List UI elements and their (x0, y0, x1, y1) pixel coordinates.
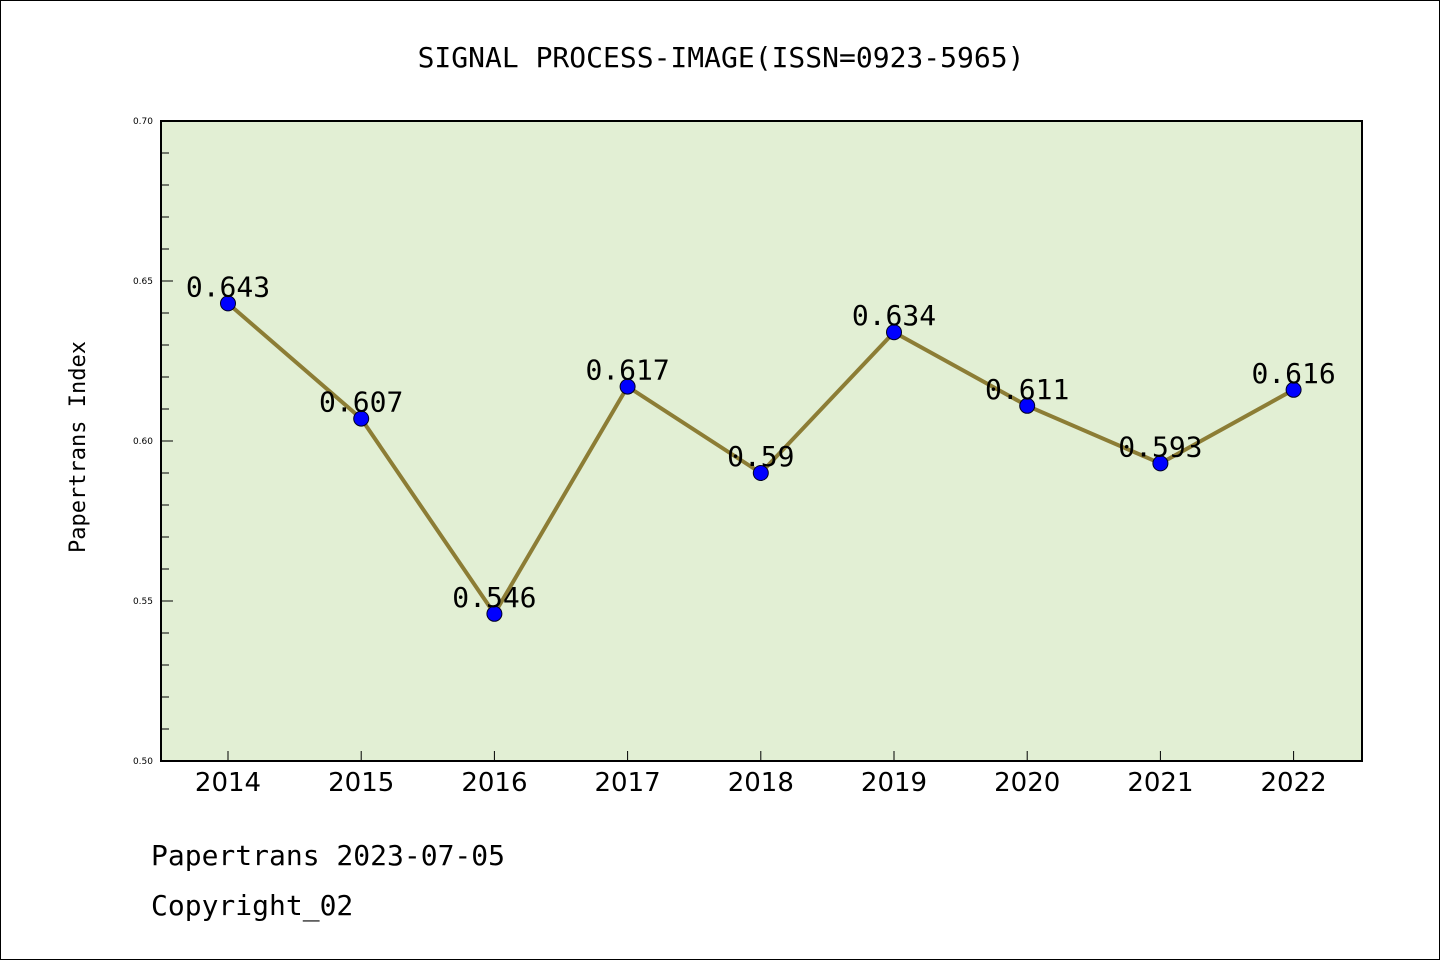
data-point (1285, 381, 1302, 398)
data-point (886, 324, 902, 341)
y-minor-ticks (161, 152, 169, 730)
data-label: 0.59 (727, 440, 794, 473)
y-tick-label: 0.65 (133, 277, 153, 287)
footer-date: Papertrans 2023-07-05 (151, 839, 505, 872)
y-tick-label: 0.50 (133, 757, 153, 767)
x-ticks: 2014 2015 2016 2017 2018 2019 2020 2021 2022 (195, 751, 1327, 798)
x-tick-label: 2017 (595, 768, 661, 798)
data-markers (220, 295, 1302, 622)
x-tick-label: 2015 (328, 768, 394, 798)
y-ticks: 0.50 0.55 0.60 0.65 0.70 (133, 117, 173, 767)
x-tick-label: 2016 (461, 768, 527, 798)
data-label: 0.616 (1251, 357, 1335, 390)
x-tick-label: 2018 (728, 768, 794, 798)
x-tick-label: 2022 (1261, 768, 1327, 798)
y-tick-label: 0.70 (133, 117, 153, 127)
data-label: 0.607 (319, 386, 403, 419)
data-label: 0.593 (1118, 430, 1202, 463)
y-tick-label: 0.60 (133, 437, 153, 447)
data-point (1019, 397, 1036, 414)
data-point (353, 410, 370, 427)
footer-copyright: Copyright_02 (151, 889, 353, 923)
y-tick-label: 0.55 (133, 597, 153, 607)
data-label: 0.611 (985, 373, 1069, 406)
chart-title: SIGNAL PROCESS-IMAGE(ISSN=0923-5965) (418, 41, 1025, 74)
y-axis-label: Papertrans Index (66, 341, 91, 553)
x-tick-label: 2014 (195, 768, 261, 798)
data-label: 0.643 (186, 270, 270, 303)
x-tick-label: 2021 (1127, 768, 1193, 798)
data-label: 0.546 (452, 581, 536, 614)
data-point (220, 295, 236, 312)
data-labels: 0.643 0.607 0.546 0.617 0.59 0.634 0.611 0.593 0… (186, 270, 1336, 613)
data-label: 0.634 (852, 299, 936, 332)
data-point (486, 605, 503, 622)
x-tick-label: 2019 (861, 768, 927, 798)
plot-area (160, 120, 1363, 762)
data-point (1152, 455, 1169, 472)
data-point (752, 465, 769, 481)
data-label: 0.617 (585, 354, 669, 387)
x-tick-label: 2020 (994, 768, 1060, 798)
data-point (619, 378, 636, 395)
